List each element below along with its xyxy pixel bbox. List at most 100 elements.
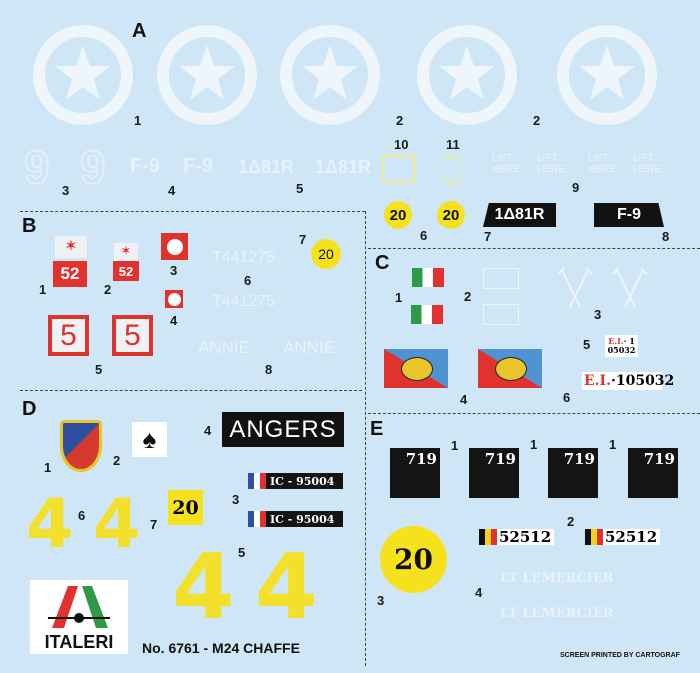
plate-text: 05032 <box>607 345 636 355</box>
decal-number: 1 <box>395 290 403 305</box>
box-719: 719 <box>469 448 519 498</box>
kangaroo-badge-icon <box>161 233 188 260</box>
crossed-axes-icon <box>557 267 648 308</box>
decal-number: 8 <box>265 362 273 377</box>
plate-text: 52512 <box>499 528 552 546</box>
lift-here-marking: LIFT HERE <box>537 153 565 175</box>
belgian-flag <box>479 529 497 545</box>
decal-number: 1 <box>44 460 52 475</box>
yellow-emblem-10 <box>382 155 416 183</box>
serial-marking: 1Δ81R <box>315 157 371 177</box>
lion-pennant <box>384 349 448 388</box>
outlined-nine: 9 <box>23 140 50 194</box>
decal-number: 7 <box>150 517 158 532</box>
decal-number: 5 <box>296 181 304 196</box>
plate-text: IC - 95004 <box>270 512 335 526</box>
decal-number: 7 <box>484 229 492 244</box>
yellow-circle-20: 20 <box>384 201 412 229</box>
decal-number: 1 <box>134 113 142 128</box>
box-719: 719 <box>548 448 598 498</box>
spade-icon: ♠ <box>132 422 167 457</box>
elk-head-icon: ✶ <box>55 236 87 258</box>
lift-here-marking: LIFT HERE <box>492 153 520 175</box>
decal-number: 2 <box>464 289 472 304</box>
decal-number: 1 <box>530 437 538 452</box>
decal-number: 6 <box>244 273 252 288</box>
yellow-emblem-11 <box>440 155 464 185</box>
decal-number: 1 <box>609 437 617 452</box>
square-5: 5 <box>112 315 153 356</box>
italian-flag <box>411 305 443 324</box>
decal-number: 2 <box>396 113 404 128</box>
yellow-four: 4 <box>172 535 235 640</box>
italian-flag <box>412 268 444 287</box>
star-roundel-icon <box>163 31 251 119</box>
lift-here-marking: LIFT HERE <box>588 153 616 175</box>
regimental-crest-icon <box>60 420 102 472</box>
yellow-four: 4 <box>26 485 74 564</box>
italeri-a-logo-icon <box>48 586 110 628</box>
white-flag-outline <box>483 304 519 325</box>
decal-number: 2 <box>113 453 121 468</box>
f9-tag: F-9 <box>594 203 664 227</box>
square-5: 5 <box>48 315 89 356</box>
french-plate: IC - 95004 <box>248 473 343 489</box>
yellow-circle-20: 20 <box>437 201 465 229</box>
lion-pennant <box>478 349 542 388</box>
divider <box>368 248 700 249</box>
box-719: 719 <box>628 448 678 498</box>
box-719: 719 <box>390 448 440 498</box>
star-roundel-icon <box>423 31 511 119</box>
decal-number: 4 <box>475 585 483 600</box>
decal-number: 9 <box>572 180 580 195</box>
decal-number: 11 <box>446 137 460 152</box>
belgian-flag <box>585 529 603 545</box>
lt-lemercier-marking: LT LEMERCIER <box>500 571 614 586</box>
star-roundels <box>0 0 700 130</box>
decal-number: 4 <box>204 423 212 438</box>
section-d-label: D <box>22 398 37 420</box>
large-plate: E.I. ·105032 <box>582 372 674 390</box>
registration-marking: T441275 <box>212 293 276 310</box>
kit-title: No. 6761 - M24 CHAFFE <box>142 640 300 656</box>
plate-prefix: E.I. <box>608 336 624 346</box>
decal-number: 7 <box>299 232 307 247</box>
belgian-plate: 52512 <box>585 528 660 546</box>
section-a-label: A <box>132 20 147 42</box>
plate-prefix: E.I. <box>584 373 611 389</box>
divider <box>365 211 366 666</box>
decal-number: 3 <box>377 593 385 608</box>
decal-number: 2 <box>104 282 112 297</box>
annie-marking: ANNIE <box>198 338 250 357</box>
badge-52: 52 <box>53 261 87 287</box>
star-roundel-icon <box>286 31 374 119</box>
yellow-circle-20: 20 <box>311 239 341 269</box>
divider <box>20 390 362 391</box>
decal-number: 8 <box>662 229 670 244</box>
decal-number: 6 <box>420 228 428 243</box>
kangaroo-badge-icon <box>165 290 183 308</box>
decal-number: 1 <box>39 282 47 297</box>
decal-number: 3 <box>594 307 602 322</box>
french-flag <box>248 473 266 489</box>
plate-text: ·105032 <box>610 373 675 389</box>
serial-tag: 1Δ81R <box>483 203 556 227</box>
brand-name: ITALERI <box>44 632 114 652</box>
small-plate: E.I.· 1 05032 <box>605 335 638 357</box>
f9-marking: F-9 <box>183 155 213 177</box>
section-b-label: B <box>22 215 37 237</box>
star-roundel-icon <box>563 31 651 119</box>
decal-number: 4 <box>168 183 176 198</box>
yellow-four: 4 <box>93 485 141 564</box>
french-flag <box>248 511 266 527</box>
belgian-plate: 52512 <box>479 528 554 546</box>
decal-number: 2 <box>567 514 575 529</box>
registration-marking: T441275 <box>212 249 276 266</box>
yellow-circle-20: 20 <box>380 526 447 593</box>
decal-number: 5 <box>583 337 591 352</box>
decal-number: 6 <box>563 390 571 405</box>
decal-number: 5 <box>238 545 246 560</box>
decal-number: 4 <box>170 313 178 328</box>
elk-head-icon: ✶ <box>114 243 138 261</box>
